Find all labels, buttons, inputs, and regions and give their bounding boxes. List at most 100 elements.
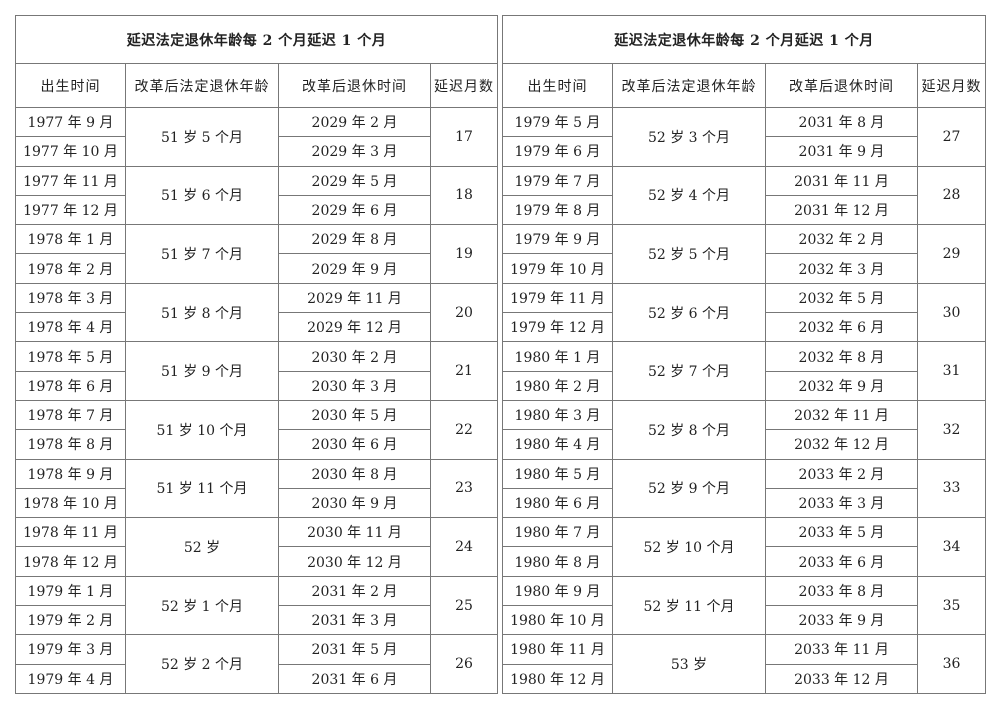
- retirement-table: 延迟法定退休年龄每 2 个月延迟 1 个月 出生时间 改革后法定退休年龄 改革后退休时…: [14, 15, 499, 694]
- retirement-date: 2029 年 12 月: [278, 312, 431, 343]
- column-header: 改革后退休时间: [278, 63, 431, 108]
- birth-date: 1980 年 10 月: [502, 605, 613, 636]
- birth-date: 1978 年 3 月: [15, 282, 126, 314]
- retirement-age: 52 岁 11 个月: [612, 575, 766, 636]
- column-header: 延迟月数: [429, 63, 499, 108]
- column-header: 延迟月数: [916, 63, 987, 108]
- retirement-age: 52 岁 9 个月: [612, 458, 766, 519]
- birth-date: 1978 年 7 月: [15, 399, 126, 431]
- birth-date: 1979 年 1 月: [15, 575, 126, 607]
- data-row: 1979 年 7 月 52 岁 4 个月 2031 年 11 月 28: [502, 165, 987, 226]
- data-row: 1978 年 4 月 2029 年 12 月: [15, 312, 498, 343]
- data-row: 1980 年 6 月 2033 年 3 月: [502, 487, 986, 519]
- retirement-age: 51 岁 8 个月: [125, 282, 279, 343]
- retirement-date: 2029 年 5 月: [278, 165, 431, 196]
- data-row: 1979 年 5 月 52 岁 3 个月 2031 年 8 月 27: [502, 106, 987, 167]
- birth-date: 1978 年 2 月: [15, 253, 126, 284]
- birth-date: 1980 年 6 月: [502, 487, 613, 519]
- header-row: 出生时间 改革后法定退休年龄 改革后退休时间 延迟月数: [502, 63, 987, 108]
- data-row: 1978 年 3 月 51 岁 8 个月 2029 年 11 月 20: [15, 282, 499, 343]
- retirement-date: 2031 年 6 月: [278, 663, 431, 694]
- retirement-date: 2033 年 5 月: [765, 517, 918, 548]
- retirement-date: 2032 年 6 月: [765, 312, 918, 343]
- retirement-age: 52 岁 4 个月: [612, 165, 766, 226]
- retirement-age: 52 岁 7 个月: [612, 341, 766, 401]
- retirement-age: 52 岁 1 个月: [125, 575, 279, 636]
- delay-months: 30: [916, 282, 987, 343]
- data-row: 1980 年 2 月 2032 年 9 月: [502, 370, 986, 401]
- data-row: 1979 年 4 月 2031 年 6 月: [15, 663, 498, 694]
- retirement-date: 2029 年 6 月: [278, 194, 431, 226]
- delay-months: 24: [429, 517, 499, 577]
- retirement-age: 52 岁 2 个月: [125, 634, 279, 694]
- retirement-age: 52 岁 6 个月: [612, 282, 766, 343]
- birth-date: 1980 年 4 月: [502, 429, 613, 460]
- retirement-age: 52 岁 8 个月: [612, 399, 766, 460]
- retirement-date: 2032 年 11 月: [765, 399, 918, 431]
- title-row: 延迟法定退休年龄每 2 个月延迟 1 个月: [14, 15, 499, 64]
- birth-date: 1980 年 11 月: [502, 634, 613, 665]
- retirement-date: 2031 年 9 月: [765, 136, 918, 167]
- column-header: 出生时间: [502, 63, 613, 108]
- retirement-table: 延迟法定退休年龄每 2 个月延迟 1 个月 出生时间 改革后法定退休年龄 改革后退休时…: [501, 15, 987, 694]
- data-row: 1980 年 4 月 2032 年 12 月: [502, 429, 986, 460]
- data-row: 1977 年 12 月 2029 年 6 月: [15, 194, 498, 226]
- delay-months: 33: [916, 458, 987, 519]
- birth-date: 1978 年 11 月: [15, 517, 126, 548]
- retirement-date: 2029 年 11 月: [278, 282, 431, 314]
- data-row: 1979 年 9 月 52 岁 5 个月 2032 年 2 月 29: [502, 224, 987, 284]
- retirement-date: 2032 年 5 月: [765, 282, 918, 314]
- retirement-age: 52 岁 3 个月: [612, 107, 766, 167]
- data-row: 1978 年 7 月 51 岁 10 个月 2030 年 5 月 22: [15, 399, 499, 460]
- retirement-date: 2033 年 3 月: [765, 487, 918, 519]
- birth-date: 1978 年 9 月: [15, 458, 126, 489]
- column-header: 改革后法定退休年龄: [612, 63, 766, 108]
- delay-months: 17: [429, 107, 499, 167]
- data-row: 1980 年 11 月 53 岁 2033 年 11 月 36: [502, 634, 987, 694]
- data-row: 1979 年 10 月 2032 年 3 月: [502, 253, 986, 284]
- birth-date: 1980 年 8 月: [502, 546, 613, 577]
- birth-date: 1979 年 10 月: [502, 253, 613, 284]
- retirement-date: 2029 年 9 月: [278, 253, 431, 284]
- title-row: 延迟法定退休年龄每 2 个月延迟 1 个月: [501, 15, 987, 64]
- delay-months: 20: [429, 282, 499, 343]
- delay-months: 35: [916, 575, 987, 636]
- retirement-age: 51 岁 10 个月: [125, 399, 279, 460]
- birth-date: 1979 年 4 月: [15, 663, 126, 694]
- data-row: 1980 年 5 月 52 岁 9 个月 2033 年 2 月 33: [502, 458, 987, 519]
- birth-date: 1980 年 3 月: [502, 399, 613, 431]
- birth-date: 1980 年 7 月: [502, 517, 613, 548]
- retirement-age: 51 岁 9 个月: [125, 341, 279, 401]
- birth-date: 1979 年 7 月: [502, 165, 613, 196]
- data-row: 1978 年 10 月 2030 年 9 月: [15, 487, 498, 519]
- birth-date: 1980 年 1 月: [502, 341, 613, 372]
- data-row: 1979 年 3 月 52 岁 2 个月 2031 年 5 月 26: [15, 634, 499, 694]
- retirement-date: 2029 年 2 月: [278, 106, 431, 138]
- delay-months: 32: [916, 399, 987, 460]
- table-title: 延迟法定退休年龄每 2 个月延迟 1 个月: [14, 15, 499, 64]
- column-header: 改革后退休时间: [765, 63, 918, 108]
- retirement-date: 2031 年 3 月: [278, 605, 431, 636]
- birth-date: 1980 年 12 月: [502, 663, 613, 694]
- data-row: 1978 年 1 月 51 岁 7 个月 2029 年 8 月 19: [15, 224, 499, 284]
- column-header: 出生时间: [15, 63, 126, 108]
- retirement-date: 2033 年 11 月: [765, 634, 918, 665]
- data-row: 1977 年 9 月 51 岁 5 个月 2029 年 2 月 17: [15, 106, 499, 167]
- retirement-date: 2031 年 2 月: [278, 575, 431, 607]
- delay-months: 28: [916, 165, 987, 226]
- column-header: 改革后法定退休年龄: [125, 63, 279, 108]
- retirement-date: 2029 年 3 月: [278, 136, 431, 167]
- data-row: 1978 年 11 月 52 岁 2030 年 11 月 24: [15, 517, 499, 577]
- birth-date: 1978 年 10 月: [15, 487, 126, 519]
- data-row: 1978 年 12 月 2030 年 12 月: [15, 546, 498, 577]
- data-row: 1978 年 6 月 2030 年 3 月: [15, 370, 498, 401]
- delay-months: 21: [429, 341, 499, 401]
- data-row: 1979 年 2 月 2031 年 3 月: [15, 605, 498, 636]
- birth-date: 1979 年 11 月: [502, 282, 613, 314]
- retirement-age: 51 岁 6 个月: [125, 165, 279, 226]
- delay-months: 25: [429, 575, 499, 636]
- data-row: 1978 年 8 月 2030 年 6 月: [15, 429, 498, 460]
- retirement-date: 2031 年 5 月: [278, 634, 431, 665]
- birth-date: 1979 年 9 月: [502, 224, 613, 255]
- delay-months: 36: [916, 634, 987, 694]
